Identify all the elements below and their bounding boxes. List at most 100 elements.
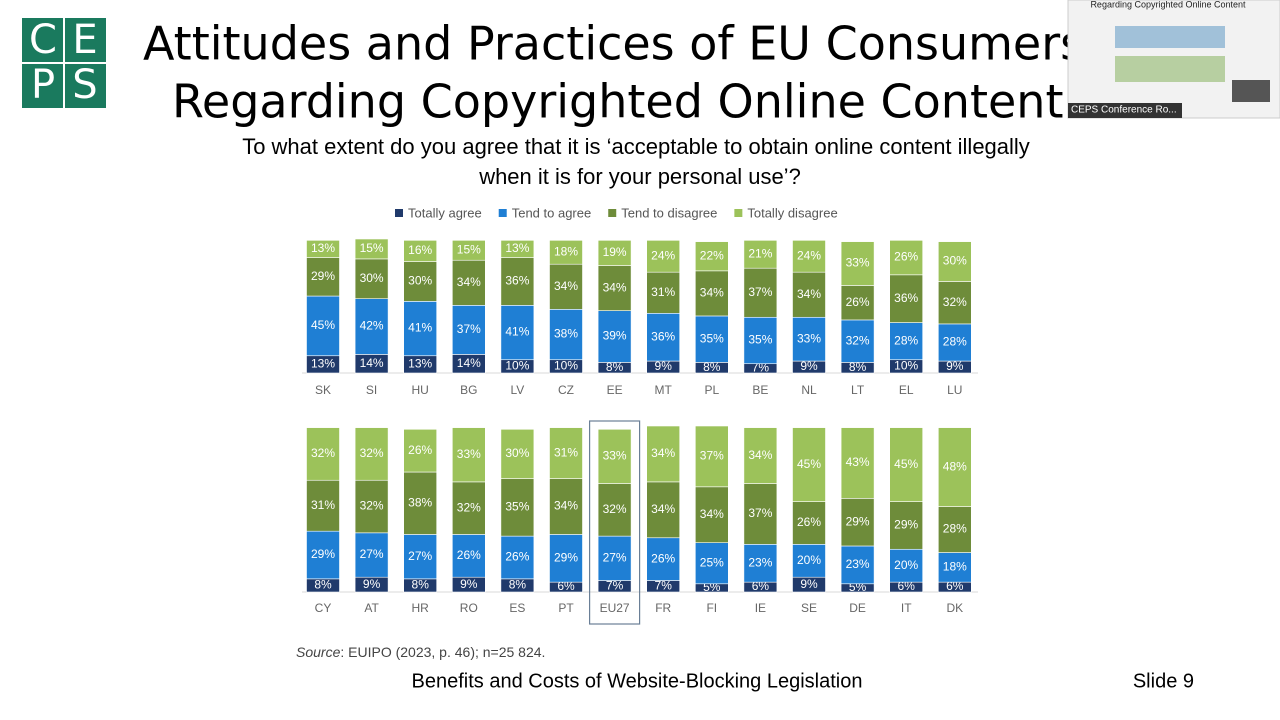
- source-text: : EUIPO (2023, p. 46); n=25 824.: [340, 644, 545, 660]
- value-label: 31%: [554, 445, 578, 459]
- bar-segment: [694, 542, 729, 585]
- bar-segment: [306, 240, 340, 258]
- value-label: 34%: [700, 286, 724, 300]
- value-label: 30%: [360, 271, 384, 285]
- bar-segment: [451, 259, 486, 306]
- bar-segment: [792, 501, 826, 545]
- value-label: 28%: [943, 335, 967, 349]
- highlight-box: [588, 420, 641, 625]
- value-label: 36%: [651, 329, 675, 343]
- bar-segment: [743, 240, 778, 269]
- bar-segment: [549, 263, 583, 310]
- value-label: 8%: [703, 360, 721, 374]
- value-label: 26%: [651, 551, 675, 565]
- logo-letter: P: [31, 62, 55, 108]
- value-label: 27%: [603, 550, 627, 564]
- value-label: 34%: [603, 280, 627, 294]
- bar-segment: [937, 241, 972, 282]
- bar-segment: [306, 427, 340, 481]
- value-label: 6%: [557, 579, 575, 593]
- thumbnail-caption-bg: [1068, 103, 1182, 118]
- slide-title: Regarding Copyrighted Online Content: [172, 75, 1063, 129]
- value-label: 24%: [651, 248, 675, 262]
- value-label: 26%: [408, 443, 432, 457]
- value-label: 29%: [311, 269, 335, 283]
- x-tick-label: FI: [706, 601, 717, 615]
- bar-segment: [451, 481, 486, 535]
- value-label: 23%: [748, 555, 772, 569]
- bar-segment: [403, 301, 438, 357]
- logo-letter: C: [29, 17, 57, 63]
- question: when it is for your personal use’?: [478, 164, 801, 189]
- value-label: 10%: [554, 359, 578, 373]
- x-tick-label: NL: [801, 383, 817, 397]
- bar-segment: [792, 240, 826, 273]
- value-label: 26%: [846, 295, 870, 309]
- value-label: 36%: [894, 291, 918, 305]
- value-label: 34%: [457, 275, 481, 289]
- question: To what extent do you agree that it is ‘…: [242, 134, 1030, 159]
- value-label: 20%: [797, 553, 821, 567]
- x-tick-label: BG: [460, 383, 477, 397]
- x-tick-label: PT: [558, 601, 574, 615]
- bar-segment: [694, 270, 729, 317]
- bar-segment: [354, 427, 389, 481]
- x-tick-label: SI: [366, 383, 377, 397]
- bar-segment: [840, 498, 875, 547]
- value-label: 32%: [457, 500, 481, 514]
- bar-segment: [937, 427, 972, 507]
- x-tick-label: CY: [315, 601, 332, 615]
- value-label: 7%: [606, 578, 624, 592]
- value-label: 35%: [748, 333, 772, 347]
- value-label: 33%: [457, 447, 481, 461]
- value-label: 37%: [748, 285, 772, 299]
- value-label: 33%: [846, 256, 870, 270]
- chart: Totally agree Tend to agree Tend to disagr…: [302, 205, 978, 625]
- bar-segment: [646, 481, 681, 539]
- bar-segment: [743, 316, 778, 365]
- value-label: 41%: [408, 321, 432, 335]
- bar-segment: [694, 486, 729, 543]
- value-label: 35%: [700, 331, 724, 345]
- value-label: 6%: [898, 579, 916, 593]
- value-label: 29%: [554, 550, 578, 564]
- x-tick-label: FR: [655, 601, 671, 615]
- logo: C E P S: [22, 17, 106, 108]
- value-label: 25%: [700, 555, 724, 569]
- bar-segment: [354, 298, 389, 355]
- value-label: 38%: [408, 495, 432, 509]
- bar-segment: [889, 274, 924, 323]
- bar-segment: [937, 506, 972, 553]
- bar-segment: [354, 479, 389, 534]
- bar-segment: [306, 479, 340, 532]
- value-label: 34%: [554, 499, 578, 513]
- value-label: 27%: [360, 547, 384, 561]
- bar-segment: [354, 258, 389, 300]
- bar-segment: [743, 267, 778, 318]
- bar-segment: [306, 257, 340, 297]
- bar-segment: [646, 240, 681, 273]
- x-tick-label: SK: [315, 383, 331, 397]
- thumbnail-caption: CEPS Conference Ro...: [1071, 105, 1177, 116]
- bar-segment: [889, 427, 924, 502]
- x-tick-label: LV: [511, 383, 525, 397]
- bar-segment: [549, 534, 583, 583]
- value-label: 33%: [797, 331, 821, 345]
- bar-segment: [597, 535, 632, 581]
- value-label: 31%: [311, 498, 335, 512]
- value-label: 34%: [700, 507, 724, 521]
- value-label: 14%: [457, 356, 481, 370]
- value-label: 16%: [408, 243, 432, 257]
- bar-segment: [840, 285, 875, 321]
- thumbnail: Regarding Copyrighted Online Content CEP…: [1067, 0, 1280, 119]
- bar-segment: [646, 271, 681, 314]
- value-label: 32%: [311, 446, 335, 460]
- value-label: 32%: [846, 333, 870, 347]
- value-label: 41%: [505, 325, 529, 339]
- value-label: 30%: [943, 254, 967, 268]
- value-label: 28%: [943, 522, 967, 536]
- value-label: 6%: [752, 579, 770, 593]
- bar-segment: [646, 425, 681, 483]
- value-label: 26%: [505, 550, 529, 564]
- value-label: 45%: [797, 457, 821, 471]
